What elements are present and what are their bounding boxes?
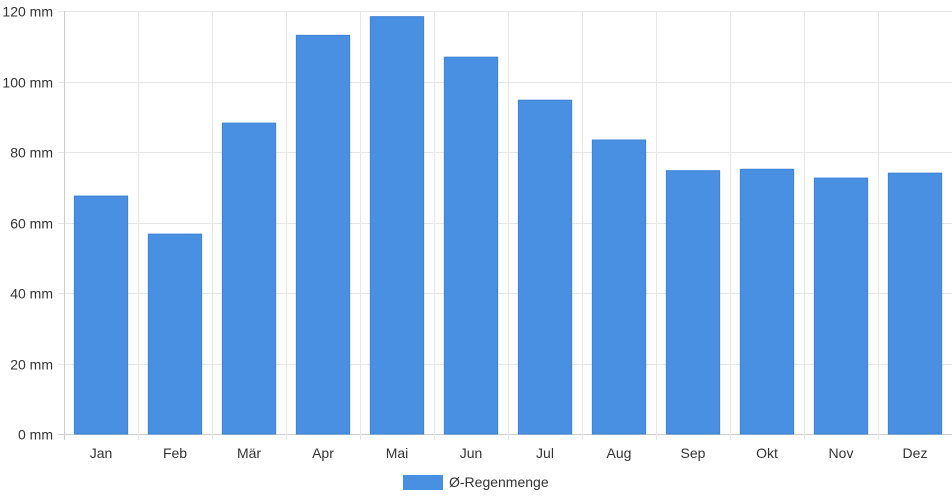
bar-mai[interactable] bbox=[369, 16, 425, 435]
bar-okt[interactable] bbox=[739, 168, 795, 435]
y-tick-label: 0 mm bbox=[18, 427, 53, 443]
x-tick-label: Jan bbox=[90, 445, 113, 461]
legend-swatch bbox=[403, 475, 443, 490]
x-tick-label: Okt bbox=[756, 445, 778, 461]
grid-lines bbox=[58, 11, 952, 440]
x-tick-label: Apr bbox=[312, 445, 334, 461]
bars bbox=[73, 16, 943, 435]
y-tick-label: 80 mm bbox=[10, 145, 53, 161]
x-tick-label: Nov bbox=[829, 445, 854, 461]
x-tick-label: Dez bbox=[903, 445, 928, 461]
x-tick-label: Mai bbox=[386, 445, 409, 461]
bar-jun[interactable] bbox=[443, 56, 499, 435]
bar-mär[interactable] bbox=[221, 122, 277, 435]
bar-sep[interactable] bbox=[665, 170, 721, 435]
y-tick-label: 20 mm bbox=[10, 357, 53, 373]
y-tick-label: 120 mm bbox=[2, 4, 53, 20]
bar-jul[interactable] bbox=[517, 99, 573, 435]
bar-nov[interactable] bbox=[813, 177, 869, 435]
x-tick-labels: Jan Feb Mär Apr Mai Jun Jul Aug Sep Okt Nov Dez bbox=[90, 445, 928, 461]
bar-dez[interactable] bbox=[887, 172, 943, 435]
legend-label: Ø-Regenmenge bbox=[449, 474, 549, 490]
x-tick-label: Sep bbox=[681, 445, 706, 461]
bar-apr[interactable] bbox=[295, 34, 351, 435]
y-tick-label: 60 mm bbox=[10, 216, 53, 232]
bar-aug[interactable] bbox=[591, 139, 647, 435]
bar-feb[interactable] bbox=[147, 233, 203, 435]
bar-jan[interactable] bbox=[73, 195, 129, 435]
y-tick-label: 100 mm bbox=[2, 75, 53, 91]
y-tick-label: 40 mm bbox=[10, 286, 53, 302]
y-tick-labels: 0 mm 20 mm 40 mm 60 mm 80 mm 100 mm 120 mm bbox=[2, 4, 53, 443]
legend[interactable]: Ø-Regenmenge bbox=[403, 474, 549, 490]
x-tick-label: Feb bbox=[163, 445, 187, 461]
x-tick-label: Aug bbox=[607, 445, 632, 461]
x-tick-label: Jul bbox=[536, 445, 554, 461]
x-tick-label: Mär bbox=[237, 445, 261, 461]
x-tick-label: Jun bbox=[460, 445, 483, 461]
